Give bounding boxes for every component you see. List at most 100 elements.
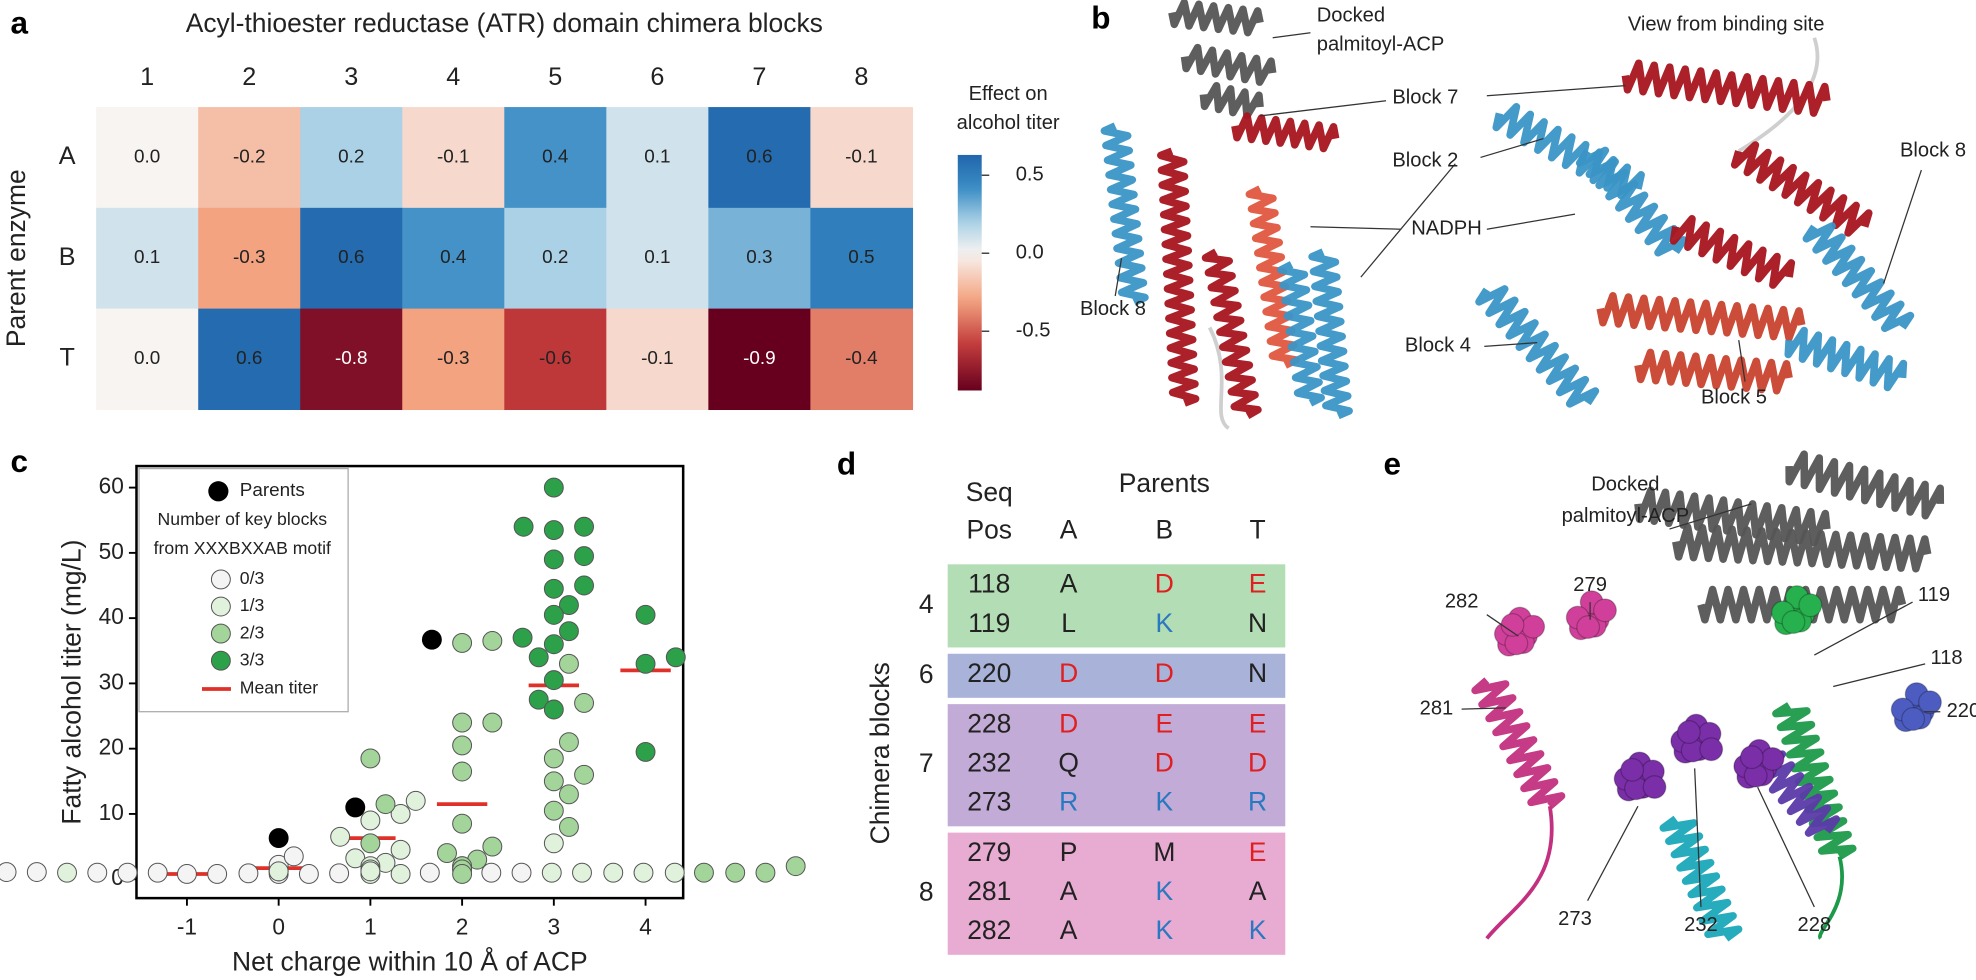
data-point (452, 712, 473, 733)
atom-sphere (1918, 690, 1942, 715)
data-point (207, 864, 228, 884)
heatmap-cell (810, 308, 914, 411)
cell-label: -0.3 (437, 348, 470, 369)
data-point (543, 748, 564, 769)
data-point (360, 861, 381, 882)
heatmap-cell (606, 207, 709, 310)
heatmap-cell (300, 207, 403, 310)
heatmap-cell (300, 107, 403, 209)
table-cell: E (1156, 709, 1174, 739)
label: 281 (1420, 698, 1454, 720)
legend-marker (210, 569, 231, 590)
legend-label: Mean titer (240, 678, 318, 698)
cell-label: 0.1 (644, 146, 670, 167)
y-axis-label: Parent enzyme (1, 169, 31, 347)
table-cell: K (1156, 608, 1174, 638)
label: 118 (1931, 647, 1963, 669)
helix (1201, 248, 1262, 419)
data-point (511, 862, 532, 883)
chart-title: Acyl-thioester reductase (ATR) domain ch… (186, 8, 823, 38)
y-axis-label: Fatty alcohol titer (mg/L) (56, 540, 86, 825)
table-cell: 228 (967, 709, 1011, 739)
data-point (329, 863, 350, 884)
data-point (452, 864, 473, 884)
helix (1492, 103, 1645, 200)
table-cell: D (1155, 658, 1174, 688)
table-header: B (1156, 515, 1174, 545)
leader-line (1486, 614, 1519, 637)
data-point (558, 784, 579, 805)
cell-label: 0.1 (644, 247, 670, 268)
table-cell: A (1060, 915, 1078, 945)
atom-sphere (1676, 720, 1701, 744)
helix (1575, 146, 1688, 257)
cell-label: 0.4 (440, 247, 466, 268)
data-point (572, 862, 592, 883)
data-point (421, 629, 442, 650)
data-point (481, 862, 502, 883)
x-tick-label: -1 (177, 913, 197, 939)
data-point (512, 627, 533, 648)
data-point (558, 817, 579, 837)
leader-line (1260, 100, 1387, 117)
data-point (558, 595, 579, 616)
legend-marker (208, 481, 229, 502)
table-cell: R (1059, 787, 1078, 817)
colorbar-label: Effect on (969, 83, 1048, 105)
leader-line (1833, 663, 1926, 688)
heatmap-cell (504, 107, 607, 209)
table-cell: E (1249, 837, 1267, 867)
atom-sphere (1901, 707, 1926, 731)
helix (1471, 677, 1566, 810)
label: 119 (1918, 584, 1950, 606)
table-header: Seq (966, 477, 1013, 507)
helix (1231, 112, 1340, 153)
data-point (375, 794, 396, 815)
label: 282 (1445, 590, 1479, 612)
heatmap-cell (708, 207, 812, 310)
atom-sphere (1739, 745, 1764, 770)
data-point (283, 846, 304, 867)
atom-sphere (1620, 757, 1645, 782)
block-label: 6 (919, 659, 934, 689)
data-point (574, 546, 595, 567)
legend-label: Parents (240, 480, 305, 501)
table-header: Pos (966, 515, 1012, 545)
data-point (603, 862, 624, 883)
data-point (360, 833, 381, 854)
table-cell: E (1249, 709, 1267, 739)
data-point (528, 689, 549, 710)
data-point (405, 790, 426, 811)
block-label: 8 (919, 877, 934, 907)
leader-line (1757, 787, 1815, 908)
helix (1672, 523, 1932, 573)
table-cell: K (1156, 787, 1174, 817)
colorbar-label: alcohol titer (957, 112, 1060, 134)
helix (1596, 291, 1806, 342)
label: 279 (1573, 574, 1607, 596)
table-header: Parents (1119, 468, 1210, 498)
data-point (543, 604, 564, 625)
label: Block 2 (1392, 150, 1458, 172)
cell-label: -0.8 (335, 348, 368, 369)
y-tick-label: 50 (99, 538, 124, 564)
x-tick-label: 5 (548, 63, 562, 91)
panel-label: c (11, 443, 29, 479)
data-point (390, 803, 411, 824)
x-tick-label: 4 (639, 913, 652, 939)
legend-box (138, 467, 349, 713)
block-band (947, 653, 1286, 698)
block-band (947, 564, 1286, 648)
structure-e-labels: Docked palmitoyl-ACP 282 279 119 118 281… (1420, 473, 1976, 936)
colorbar-tick-label: 0.0 (1016, 242, 1044, 264)
data-point (482, 631, 503, 651)
cell-label: 0.6 (236, 348, 262, 369)
structure-b-labels: Docked palmitoyl-ACP View from binding s… (1080, 5, 1966, 409)
table-cell: P (1060, 837, 1078, 867)
cell-label: -0.3 (233, 247, 266, 268)
cell-label: -0.4 (845, 348, 878, 369)
heatmap-cell (96, 107, 199, 209)
legend-marker (210, 650, 231, 671)
legend-label: 3/3 (240, 649, 265, 669)
data-point (0, 862, 17, 882)
